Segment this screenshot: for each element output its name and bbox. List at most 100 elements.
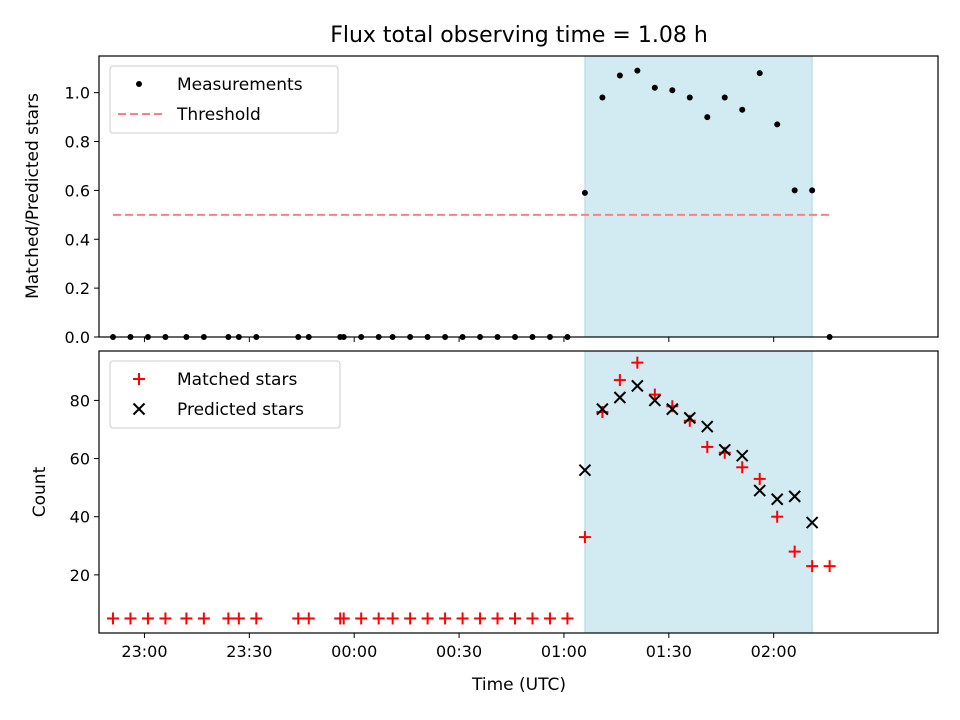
matched-star-point <box>355 612 368 625</box>
matched-star-point <box>386 612 399 625</box>
matched-star-point <box>491 612 504 625</box>
x-tick-label: 01:00 <box>541 642 587 661</box>
top-shaded-span <box>584 55 813 338</box>
top-y-tick-label: 0.6 <box>65 181 90 200</box>
matched-star-point <box>197 612 210 625</box>
bottom-legend-label: Predicted stars <box>177 400 304 420</box>
measurement-point <box>669 87 676 94</box>
matched-star-point <box>631 356 644 369</box>
matched-star-point <box>106 612 119 625</box>
top-y-tick-label: 1.0 <box>65 84 90 103</box>
matched-star-point <box>474 612 487 625</box>
predicted-star-point <box>666 402 679 416</box>
x-axis-label: Time (UTC) <box>471 675 566 695</box>
predicted-star-point <box>788 490 801 503</box>
matched-star-point <box>509 612 522 625</box>
matched-star-point <box>578 531 591 544</box>
matched-star-point <box>124 612 137 625</box>
predicted-star-point <box>770 493 784 506</box>
matched-star-point <box>232 612 245 625</box>
matched-star-point <box>526 612 539 625</box>
measurement-point <box>809 187 816 194</box>
measurement-point <box>739 106 746 113</box>
matched-star-point <box>292 612 305 625</box>
measurement-point <box>774 121 781 128</box>
measurement-point <box>616 72 623 79</box>
bottom-y-axis-label: Count <box>30 466 50 517</box>
top-y-axis-label: Matched/Predicted stars <box>23 93 43 299</box>
bottom-shaded-span <box>584 350 813 634</box>
top-legend: Measurements Threshold <box>109 65 339 134</box>
matched-star-point <box>561 612 574 625</box>
bottom-legend-box <box>109 360 341 429</box>
bottom-legend: Matched stars Predicted stars <box>109 360 341 429</box>
predicted-star-point <box>578 463 592 477</box>
measurement-point <box>686 94 693 101</box>
x-tick-label: 23:00 <box>121 642 167 661</box>
top-panel: 0.0 0.2 0.4 0.6 0.8 1.0 Measurements Threshold <box>65 55 939 347</box>
bottom-y-tick-label: 20 <box>70 566 90 585</box>
predicted-star-point <box>613 391 627 404</box>
measurement-point <box>634 67 641 74</box>
predicted-star-point <box>736 449 749 462</box>
matched-star-point <box>302 612 315 625</box>
top-legend-label: Threshold <box>176 105 261 125</box>
top-y-tick-label: 0.8 <box>65 133 90 152</box>
bottom-y-tick-label: 80 <box>70 391 90 410</box>
top-y-tick-label: 0.4 <box>65 230 90 249</box>
matched-star-point <box>543 612 556 625</box>
top-y-tick-label: 0.2 <box>65 279 90 298</box>
measurement-point <box>791 187 798 194</box>
measurement-point <box>756 70 763 77</box>
measurement-point <box>581 189 588 196</box>
predicted-star-point <box>596 402 609 416</box>
x-tick-label: 00:30 <box>436 642 482 661</box>
top-axes-frame <box>98 55 939 338</box>
legend-measurement-marker <box>136 81 142 87</box>
predicted-star-point <box>631 379 644 393</box>
bottom-panel: 20 40 60 80 23:00 23:30 00:00 00:30 01:00 01:30 02… <box>70 350 939 661</box>
matched-star-point <box>141 612 154 625</box>
legend-predicted-marker <box>132 402 146 416</box>
predicted-star-point <box>718 443 731 457</box>
top-y-tick-label: 0.0 <box>65 328 90 347</box>
matched-star-point <box>250 612 263 625</box>
matched-star-point <box>337 612 350 625</box>
measurement-point <box>704 114 711 121</box>
bottom-legend-label: Matched stars <box>177 370 297 390</box>
measurement-point <box>721 94 728 101</box>
measurement-point <box>651 84 658 91</box>
matched-star-point <box>736 461 749 474</box>
matched-star-point <box>222 612 235 625</box>
matched-star-point <box>701 440 714 453</box>
x-tick-label: 01:30 <box>646 642 692 661</box>
matched-star-point <box>788 545 801 558</box>
bottom-y-tick-label: 40 <box>70 508 90 527</box>
chart-title: Flux total observing time = 1.08 h <box>330 23 708 48</box>
x-tick-label: 00:00 <box>331 642 377 661</box>
top-legend-label: Measurements <box>177 75 303 95</box>
measurement-point <box>599 94 606 101</box>
legend-matched-marker <box>133 373 145 385</box>
x-tick-label: 02:00 <box>751 642 797 661</box>
predicted-star-point <box>701 420 714 433</box>
predicted-star-point <box>805 516 819 529</box>
matched-star-point <box>823 560 836 573</box>
matched-star-point <box>159 612 172 625</box>
matched-star-point <box>421 612 434 625</box>
matched-star-point <box>372 612 385 625</box>
matched-star-point <box>456 612 469 625</box>
matched-star-point <box>404 612 417 625</box>
bottom-y-tick-label: 60 <box>70 450 90 469</box>
matched-star-point <box>613 374 626 387</box>
matched-star-point <box>771 510 784 523</box>
bottom-axes-frame <box>98 350 939 634</box>
matched-star-point <box>753 472 766 485</box>
predicted-star-point <box>753 484 766 497</box>
matched-star-point <box>806 560 819 573</box>
matched-star-point <box>180 612 193 625</box>
predicted-star-point <box>648 394 662 407</box>
matched-star-point <box>439 612 452 625</box>
predicted-star-point <box>683 411 697 425</box>
